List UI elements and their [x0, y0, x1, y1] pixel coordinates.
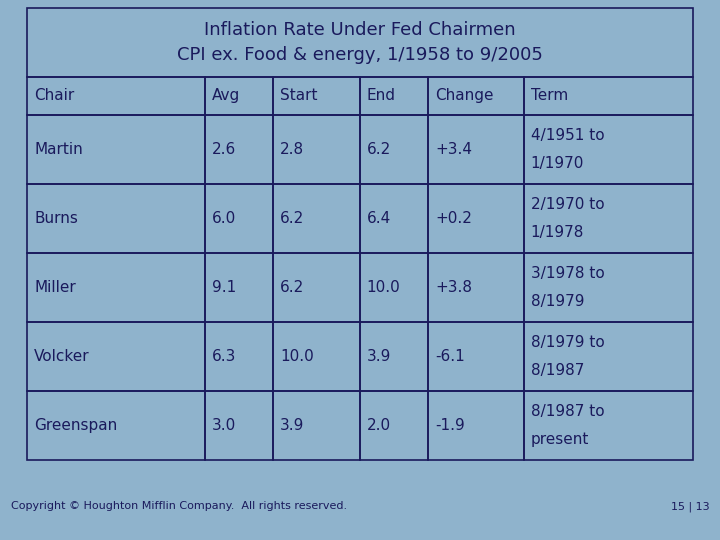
Text: -6.1: -6.1	[435, 349, 464, 364]
Text: 2/1970 to: 2/1970 to	[531, 198, 604, 212]
Bar	[360, 116, 428, 184]
Bar	[205, 116, 274, 184]
Text: 3.9: 3.9	[280, 418, 305, 433]
Bar	[205, 391, 274, 460]
Text: +3.8: +3.8	[435, 280, 472, 295]
Bar	[27, 391, 205, 460]
Text: +3.4: +3.4	[435, 142, 472, 157]
Text: 6.2: 6.2	[280, 280, 305, 295]
Text: 6.2: 6.2	[280, 211, 305, 226]
Text: Inflation Rate Under Fed Chairmen: Inflation Rate Under Fed Chairmen	[204, 21, 516, 39]
Bar	[524, 253, 693, 322]
Bar	[205, 184, 274, 253]
Text: Miller: Miller	[34, 280, 76, 295]
Text: Term: Term	[531, 89, 568, 104]
Bar	[524, 322, 693, 391]
Text: 6.2: 6.2	[366, 142, 391, 157]
Bar	[27, 322, 205, 391]
Text: 8/1979: 8/1979	[531, 294, 584, 309]
Text: Greenspan: Greenspan	[34, 418, 117, 433]
Text: End: End	[366, 89, 396, 104]
Text: 2.0: 2.0	[366, 418, 391, 433]
Bar	[205, 253, 274, 322]
Text: Avg: Avg	[212, 89, 240, 104]
Bar	[274, 253, 360, 322]
Bar	[428, 184, 524, 253]
Bar	[360, 391, 428, 460]
Text: 9.1: 9.1	[212, 280, 236, 295]
Text: 4/1951 to: 4/1951 to	[531, 129, 604, 144]
Bar	[360, 184, 428, 253]
Text: 8/1987 to: 8/1987 to	[531, 404, 604, 420]
Bar	[360, 77, 428, 116]
Bar	[428, 391, 524, 460]
Bar	[274, 391, 360, 460]
Bar	[27, 8, 693, 77]
Text: 3/1978 to: 3/1978 to	[531, 266, 605, 281]
Text: Volcker: Volcker	[34, 349, 89, 364]
Text: +0.2: +0.2	[435, 211, 472, 226]
Text: 2.8: 2.8	[280, 142, 305, 157]
Text: 10.0: 10.0	[366, 280, 400, 295]
Bar	[360, 253, 428, 322]
Text: 15 | 13: 15 | 13	[670, 501, 709, 512]
Bar	[274, 116, 360, 184]
Text: 10.0: 10.0	[280, 349, 314, 364]
Bar	[27, 116, 205, 184]
Bar	[274, 322, 360, 391]
Text: 3.9: 3.9	[366, 349, 391, 364]
Bar	[27, 253, 205, 322]
Text: 8/1987: 8/1987	[531, 363, 584, 378]
Bar	[428, 253, 524, 322]
Text: 6.4: 6.4	[366, 211, 391, 226]
Bar	[274, 184, 360, 253]
Bar	[428, 116, 524, 184]
Text: 1/1978: 1/1978	[531, 225, 584, 240]
Bar	[27, 77, 205, 116]
Bar	[428, 77, 524, 116]
Bar	[360, 322, 428, 391]
Text: 3.0: 3.0	[212, 418, 236, 433]
Bar	[524, 391, 693, 460]
Text: Chair: Chair	[34, 89, 74, 104]
Text: -1.9: -1.9	[435, 418, 464, 433]
Text: 2.6: 2.6	[212, 142, 236, 157]
Text: Burns: Burns	[34, 211, 78, 226]
Text: Start: Start	[280, 89, 318, 104]
Bar	[205, 322, 274, 391]
Text: 6.3: 6.3	[212, 349, 236, 364]
Text: 8/1979 to: 8/1979 to	[531, 335, 605, 350]
Bar	[524, 184, 693, 253]
Bar	[205, 77, 274, 116]
Text: 6.0: 6.0	[212, 211, 236, 226]
Bar	[524, 77, 693, 116]
Bar	[428, 322, 524, 391]
Text: 1/1970: 1/1970	[531, 156, 584, 171]
Text: Change: Change	[435, 89, 493, 104]
Bar	[27, 184, 205, 253]
Text: Copyright © Houghton Mifflin Company.  All rights reserved.: Copyright © Houghton Mifflin Company. Al…	[11, 502, 347, 511]
Text: present: present	[531, 432, 589, 447]
Text: CPI ex. Food & energy, 1/1958 to 9/2005: CPI ex. Food & energy, 1/1958 to 9/2005	[177, 46, 543, 64]
Bar	[274, 77, 360, 116]
Text: Martin: Martin	[34, 142, 83, 157]
Bar	[524, 116, 693, 184]
